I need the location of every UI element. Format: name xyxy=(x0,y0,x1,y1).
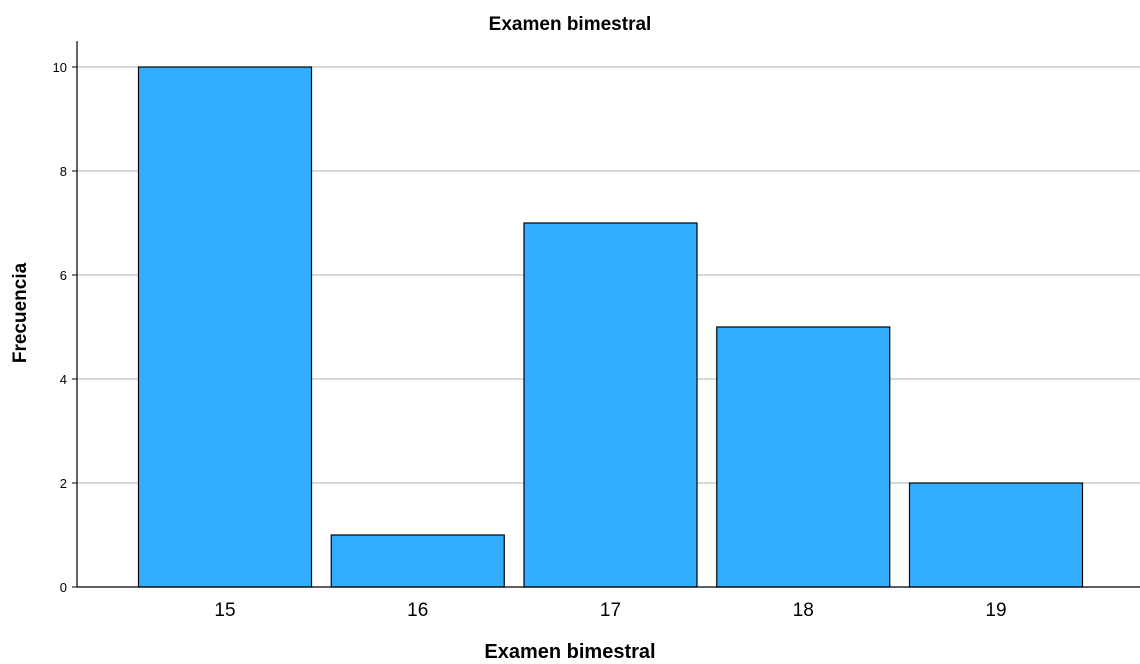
bar-15 xyxy=(137,66,313,588)
bar-17 xyxy=(523,222,698,588)
y-tick-labels: 0 2 4 6 8 10 xyxy=(53,60,67,595)
y-tick-label: 10 xyxy=(53,60,67,75)
y-tick-label: 8 xyxy=(60,164,67,179)
bar-19 xyxy=(908,482,1084,588)
chart-title: Examen bimestral xyxy=(488,14,652,35)
y-tick-label: 0 xyxy=(60,580,67,595)
bar-16 xyxy=(330,534,505,588)
axes xyxy=(72,41,1140,588)
bars xyxy=(137,66,1084,588)
x-tick-labels: 15 16 17 18 19 xyxy=(214,600,1006,621)
x-tick-label: 19 xyxy=(985,600,1006,621)
x-tick-label: 15 xyxy=(214,600,235,621)
y-tick-label: 6 xyxy=(60,268,67,283)
bar-18 xyxy=(716,326,891,588)
x-axis-label: Examen bimestral xyxy=(484,641,656,663)
y-tick-label: 4 xyxy=(60,372,67,387)
y-tick-label: 2 xyxy=(60,476,67,491)
x-tick-label: 17 xyxy=(600,600,621,621)
x-tick-label: 18 xyxy=(793,600,814,621)
x-tick-label: 16 xyxy=(407,600,428,621)
